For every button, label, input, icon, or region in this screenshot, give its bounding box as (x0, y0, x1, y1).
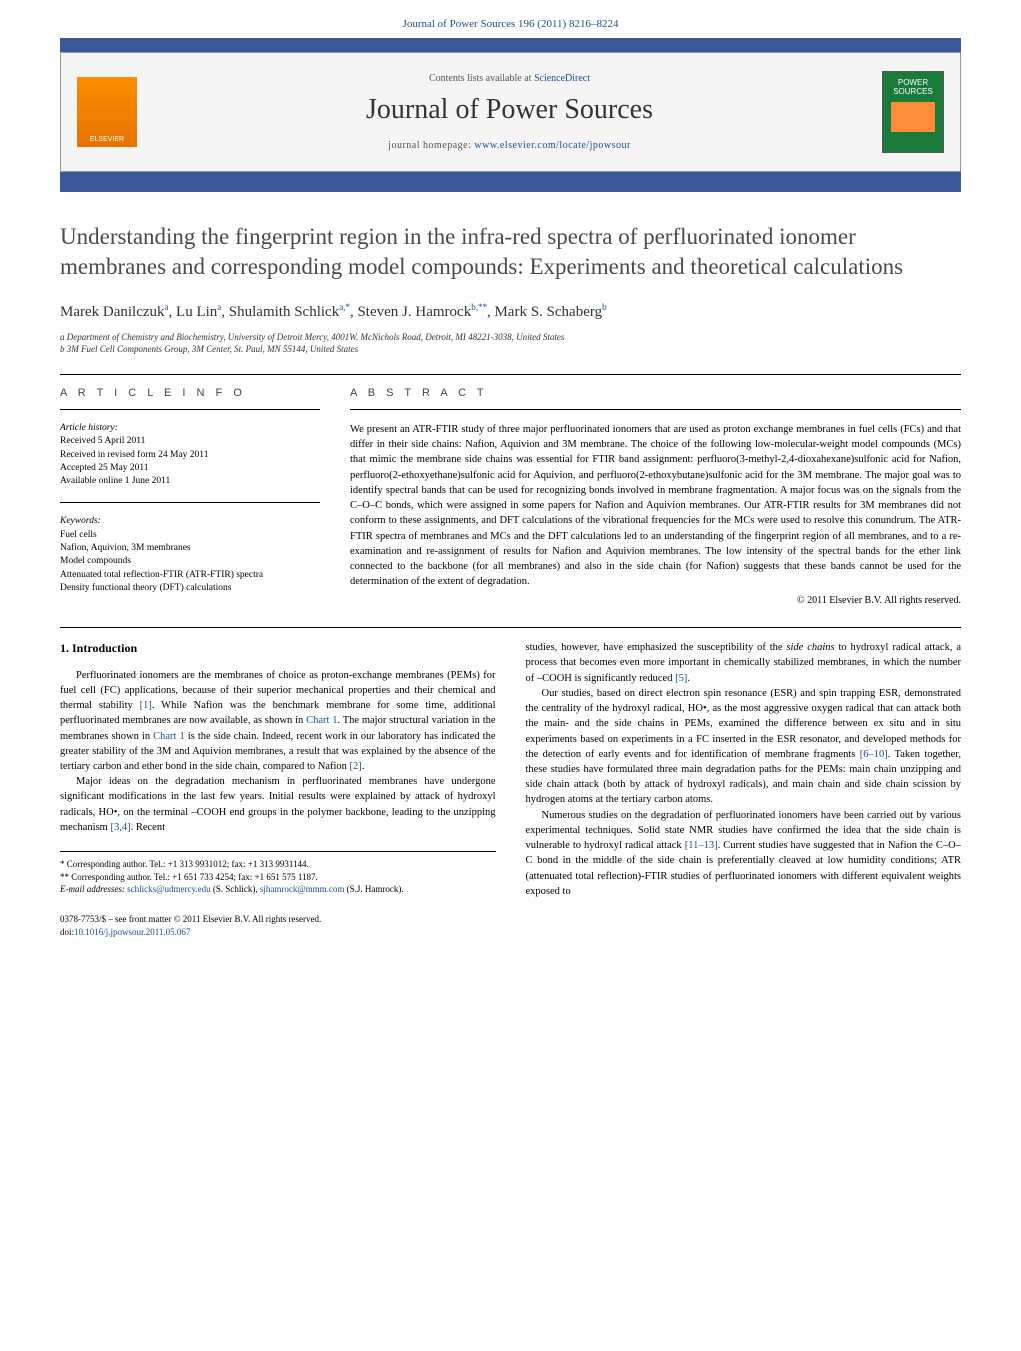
divider-abstract (350, 409, 961, 410)
bottom-color-bar (60, 172, 961, 192)
abstract-column: A B S T R A C T We present an ATR-FTIR s… (350, 387, 961, 609)
homepage-line: journal homepage: www.elsevier.com/locat… (137, 140, 882, 151)
elsevier-logo: ELSEVIER (77, 77, 137, 147)
divider-info-2 (60, 502, 320, 503)
divider-body (60, 627, 961, 628)
keyword: Model compounds (60, 555, 320, 568)
italic-text: side chains (786, 642, 834, 653)
email-link[interactable]: sjhamrock@mmm.com (260, 884, 345, 894)
contents-available-line: Contents lists available at ScienceDirec… (137, 73, 882, 84)
divider-info-1 (60, 409, 320, 410)
page-footer: 0378-7753/$ – see front matter © 2011 El… (0, 899, 1021, 958)
text: . Recent (131, 822, 165, 833)
header-center: Contents lists available at ScienceDirec… (137, 73, 882, 151)
received-date: Received 5 April 2011 (60, 435, 320, 448)
contents-prefix: Contents lists available at (429, 73, 534, 84)
keywords-block: Keywords: Fuel cells Nafion, Aquivion, 3… (60, 515, 320, 595)
online-date: Available online 1 June 2011 (60, 475, 320, 488)
affiliations: a Department of Chemistry and Biochemist… (60, 331, 961, 356)
keyword: Density functional theory (DFT) calculat… (60, 582, 320, 595)
paragraph: Numerous studies on the degradation of p… (526, 808, 962, 899)
email-name: (S. Schlick), (211, 884, 260, 894)
chart-link[interactable]: Chart 1 (306, 715, 337, 726)
article-info-heading: A R T I C L E I N F O (60, 387, 320, 399)
ref-link[interactable]: [2] (350, 761, 362, 772)
doi-line: doi:10.1016/j.jpowsour.2011.05.067 (60, 926, 961, 939)
keyword: Nafion, Aquivion, 3M membranes (60, 542, 320, 555)
accepted-date: Accepted 25 May 2011 (60, 462, 320, 475)
intro-heading: 1. Introduction (60, 640, 496, 657)
homepage-link[interactable]: www.elsevier.com/locate/jpowsour (474, 140, 630, 151)
top-color-bar (60, 38, 961, 52)
email-name: (S.J. Hamrock). (344, 884, 403, 894)
text: . (687, 673, 690, 684)
affiliation-a: a Department of Chemistry and Biochemist… (60, 331, 961, 344)
ref-link[interactable]: [3,4] (110, 822, 130, 833)
info-abstract-row: A R T I C L E I N F O Article history: R… (60, 387, 961, 609)
homepage-prefix: journal homepage: (388, 140, 474, 151)
issn-line: 0378-7753/$ – see front matter © 2011 El… (60, 913, 961, 926)
article-title: Understanding the fingerprint region in … (60, 222, 961, 282)
history-label: Article history: (60, 422, 320, 435)
ref-link[interactable]: [11–13] (685, 840, 718, 851)
email-link[interactable]: schlicks@udmercy.edu (127, 884, 210, 894)
email-label: E-mail addresses: (60, 884, 127, 894)
cover-title: POWER SOURCES (883, 78, 943, 96)
doi-label: doi: (60, 927, 74, 937)
right-column: studies, however, have emphasized the su… (526, 640, 962, 899)
article-history: Article history: Received 5 April 2011 R… (60, 422, 320, 488)
text: . (362, 761, 365, 772)
divider-top (60, 374, 961, 375)
paragraph: Our studies, based on direct electron sp… (526, 686, 962, 808)
citation-line: Journal of Power Sources 196 (2011) 8216… (0, 0, 1021, 38)
keyword: Fuel cells (60, 529, 320, 542)
article-info-column: A R T I C L E I N F O Article history: R… (60, 387, 320, 609)
email-line: E-mail addresses: schlicks@udmercy.edu (… (60, 883, 496, 896)
keywords-label: Keywords: (60, 515, 320, 528)
ref-link[interactable]: [5] (675, 673, 687, 684)
footnotes: * Corresponding author. Tel.: +1 313 993… (60, 851, 496, 896)
ref-link[interactable]: [1] (140, 700, 152, 711)
abstract-heading: A B S T R A C T (350, 387, 961, 399)
left-column: 1. Introduction Perfluorinated ionomers … (60, 640, 496, 899)
chart-link[interactable]: Chart 1 (153, 731, 185, 742)
copyright-line: © 2011 Elsevier B.V. All rights reserved… (350, 595, 961, 606)
paragraph: Major ideas on the degradation mechanism… (60, 774, 496, 835)
sciencedirect-link[interactable]: ScienceDirect (534, 73, 590, 84)
corresponding-author-1: * Corresponding author. Tel.: +1 313 993… (60, 858, 496, 871)
revised-date: Received in revised form 24 May 2011 (60, 449, 320, 462)
journal-name: Journal of Power Sources (137, 94, 882, 126)
cover-image (891, 102, 935, 132)
journal-cover-thumbnail: POWER SOURCES (882, 71, 944, 153)
keyword: Attenuated total reflection-FTIR (ATR-FT… (60, 569, 320, 582)
body-two-column: 1. Introduction Perfluorinated ionomers … (60, 640, 961, 899)
text: studies, however, have emphasized the su… (526, 642, 787, 653)
journal-header: ELSEVIER Contents lists available at Sci… (60, 52, 961, 172)
affiliation-b: b 3M Fuel Cell Components Group, 3M Cent… (60, 343, 961, 356)
ref-link[interactable]: [6–10] (860, 749, 888, 760)
paragraph: Perfluorinated ionomers are the membrane… (60, 668, 496, 775)
authors-line: Marek Danilczuka, Lu Lina, Shulamith Sch… (60, 302, 961, 321)
corresponding-author-2: ** Corresponding author. Tel.: +1 651 73… (60, 871, 496, 884)
abstract-text: We present an ATR-FTIR study of three ma… (350, 422, 961, 589)
paragraph: studies, however, have emphasized the su… (526, 640, 962, 686)
doi-link[interactable]: 10.1016/j.jpowsour.2011.05.067 (74, 927, 190, 937)
